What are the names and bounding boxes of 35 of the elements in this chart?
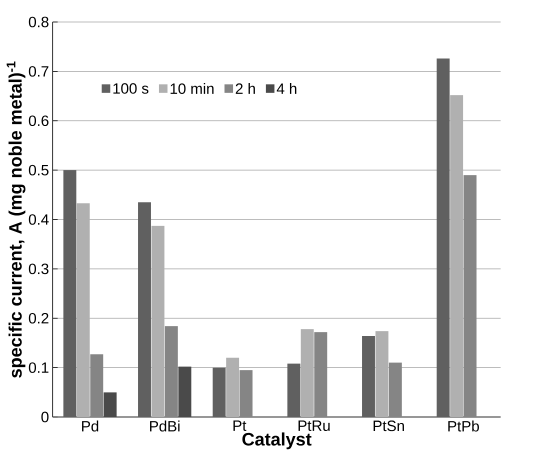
y-tick-label: 0	[41, 412, 49, 422]
bar	[388, 362, 402, 417]
y-tick-label: 0.5	[28, 164, 49, 176]
y-tick-label: 0.8	[28, 16, 48, 28]
bar	[138, 202, 151, 417]
x-tick-label: Pt	[233, 420, 246, 431]
legend-label: 2 h	[236, 82, 255, 94]
bar	[164, 326, 178, 417]
y-tick-label: 0.2	[28, 312, 48, 324]
x-tick-label: PdBi	[150, 420, 180, 432]
y-axis-title: specific current, A (mg noble metal)$^{-1}$	[6, 61, 26, 378]
x-tick-label: PtPb	[448, 420, 479, 432]
legend-label: 4 h	[276, 82, 296, 94]
x-tick-label: PtRu	[298, 420, 330, 431]
y-tick-label: 0.3	[28, 264, 48, 274]
bar	[287, 364, 300, 417]
y-tick-label: 0.1	[28, 362, 48, 373]
legend-label: 10 min	[170, 82, 214, 94]
bar	[90, 354, 104, 417]
bar	[436, 58, 450, 417]
x-tick-label: Pd	[82, 420, 98, 432]
legend-label: 100 s	[113, 83, 148, 94]
y-tick-label: 0.6	[28, 115, 48, 126]
bar	[104, 392, 117, 417]
x-tick-label: PtSn	[374, 420, 404, 432]
y-tick-label: 0.4	[28, 214, 49, 225]
bar	[362, 336, 375, 417]
y-tick-label: 0.7	[28, 66, 48, 77]
bar	[464, 175, 477, 417]
bar	[212, 368, 226, 417]
x-axis-title: Catalyst	[242, 432, 312, 450]
bar	[63, 170, 76, 417]
bar	[240, 370, 253, 417]
bar	[314, 332, 328, 417]
bar	[178, 366, 192, 417]
